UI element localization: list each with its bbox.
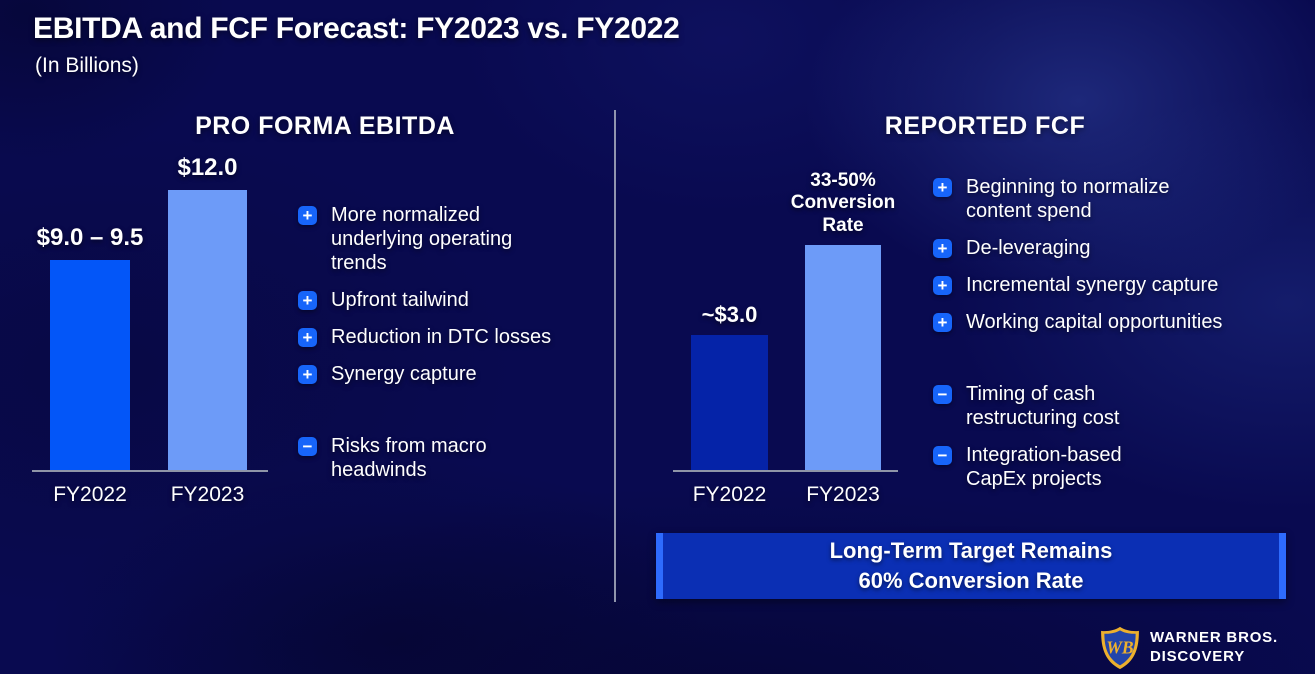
plus-icon: + (298, 291, 317, 310)
minus-icon: − (933, 446, 952, 465)
bullet-text: De-leveraging (966, 237, 1091, 259)
bullet-item: + Working capital opportunities (933, 310, 1283, 334)
banner-line-2: 60% Conversion Rate (858, 568, 1084, 593)
page-subtitle: (In Billions) (35, 54, 139, 77)
ebitda-fy2023-value-label: $12.0 (177, 154, 238, 182)
bullet-text: Synergy capture (331, 363, 477, 385)
fcf-negative-list: − Timing of cash restructuring cost − In… (933, 382, 1283, 491)
bullet-item: − Integration-based CapEx projects (933, 443, 1283, 491)
fcf-fy2022-value-label: ~$3.0 (701, 301, 758, 327)
warner-bros-discovery-logo: WB WARNER BROS. DISCOVERY (1100, 626, 1278, 670)
svg-text:WB: WB (1106, 637, 1134, 657)
bullet-item: + Incremental synergy capture (933, 273, 1283, 297)
ebitda-section-heading: PRO FORMA EBITDA (195, 112, 455, 140)
plus-icon: + (933, 239, 952, 258)
fcf-fy2022-column: ~$3.0 (691, 302, 768, 470)
bullet-text: Integration-based CapEx projects (966, 444, 1122, 490)
bullet-text: Incremental synergy capture (966, 274, 1219, 296)
fcf-fy2022-bar (691, 335, 768, 470)
ebitda-negative-list: − Risks from macro headwinds (298, 434, 603, 482)
fcf-positive-list: + Beginning to normalize content spend +… (933, 175, 1283, 334)
ebitda-fy2022-bar (50, 260, 130, 470)
plus-icon: + (933, 313, 952, 332)
bullet-item: + Beginning to normalize content spend (933, 175, 1283, 223)
ebitda-tick-fy2022: FY2022 (53, 483, 127, 506)
plus-icon: + (933, 178, 952, 197)
ebitda-fy2023-column: $12.0 (168, 154, 247, 470)
bullet-item: − Timing of cash restructuring cost (933, 382, 1283, 430)
ebitda-tick-fy2023: FY2023 (170, 483, 245, 506)
plus-icon: + (298, 365, 317, 384)
minus-icon: − (933, 385, 952, 404)
banner-line-1: Long-Term Target Remains (829, 538, 1113, 564)
ebitda-fy2023-bar (168, 190, 247, 470)
fcf-fy2023-column: 33-50% Conversion Rate (791, 170, 895, 470)
bullet-text: Risks from macro headwinds (331, 435, 487, 481)
bullet-text: Timing of cash restructuring cost (966, 383, 1120, 429)
plus-icon: + (933, 276, 952, 295)
ebitda-fy2022-column: $9.0 – 9.5 (37, 224, 143, 470)
wb-shield-icon: WB (1101, 626, 1139, 670)
fcf-section-heading: REPORTED FCF (884, 112, 1086, 140)
bullet-text: Reduction in DTC losses (331, 326, 552, 348)
bullet-item: + Upfront tailwind (298, 288, 603, 312)
fcf-fy2023-value-label: 33-50% Conversion Rate (790, 169, 896, 237)
fcf-tick-fy2022: FY2022 (692, 483, 767, 506)
logo-line-1: WARNER BROS. (1150, 629, 1278, 647)
section-divider (614, 110, 616, 602)
ebitda-x-axis (32, 470, 268, 472)
logo-line-2: DISCOVERY (1150, 648, 1245, 665)
bullet-item: + Synergy capture (298, 362, 603, 386)
bullet-text: Working capital opportunities (966, 311, 1223, 333)
bullet-text: Upfront tailwind (331, 289, 469, 311)
ebitda-positive-list: + More normalized underlying operating t… (298, 203, 603, 386)
bullet-text: More normalized underlying operating tre… (331, 204, 513, 274)
plus-icon: + (298, 328, 317, 347)
plus-icon: + (298, 206, 317, 225)
bullet-item: + De-leveraging (933, 236, 1283, 260)
bullet-item: + More normalized underlying operating t… (298, 203, 603, 275)
long-term-target-banner: Long-Term Target Remains 60% Conversion … (656, 533, 1286, 599)
fcf-tick-fy2023: FY2023 (806, 483, 880, 506)
bullet-item: + Reduction in DTC losses (298, 325, 603, 349)
fcf-bar-chart: ~$3.0 33-50% Conversion Rate FY2022 FY20… (673, 150, 898, 506)
bullet-item: − Risks from macro headwinds (298, 434, 603, 482)
ebitda-bullets-panel: + More normalized underlying operating t… (298, 203, 603, 482)
bullet-text: Beginning to normalize content spend (966, 176, 1170, 222)
page-title: EBITDA and FCF Forecast: FY2023 vs. FY20… (33, 12, 680, 45)
ebitda-bar-chart: $9.0 – 9.5 $12.0 FY2022 FY2023 (32, 150, 268, 506)
ebitda-fy2022-value-label: $9.0 – 9.5 (36, 224, 144, 252)
fcf-bullets-panel: + Beginning to normalize content spend +… (933, 175, 1283, 491)
fcf-fy2023-bar (805, 245, 881, 470)
fcf-x-axis (673, 470, 898, 472)
minus-icon: − (298, 437, 317, 456)
